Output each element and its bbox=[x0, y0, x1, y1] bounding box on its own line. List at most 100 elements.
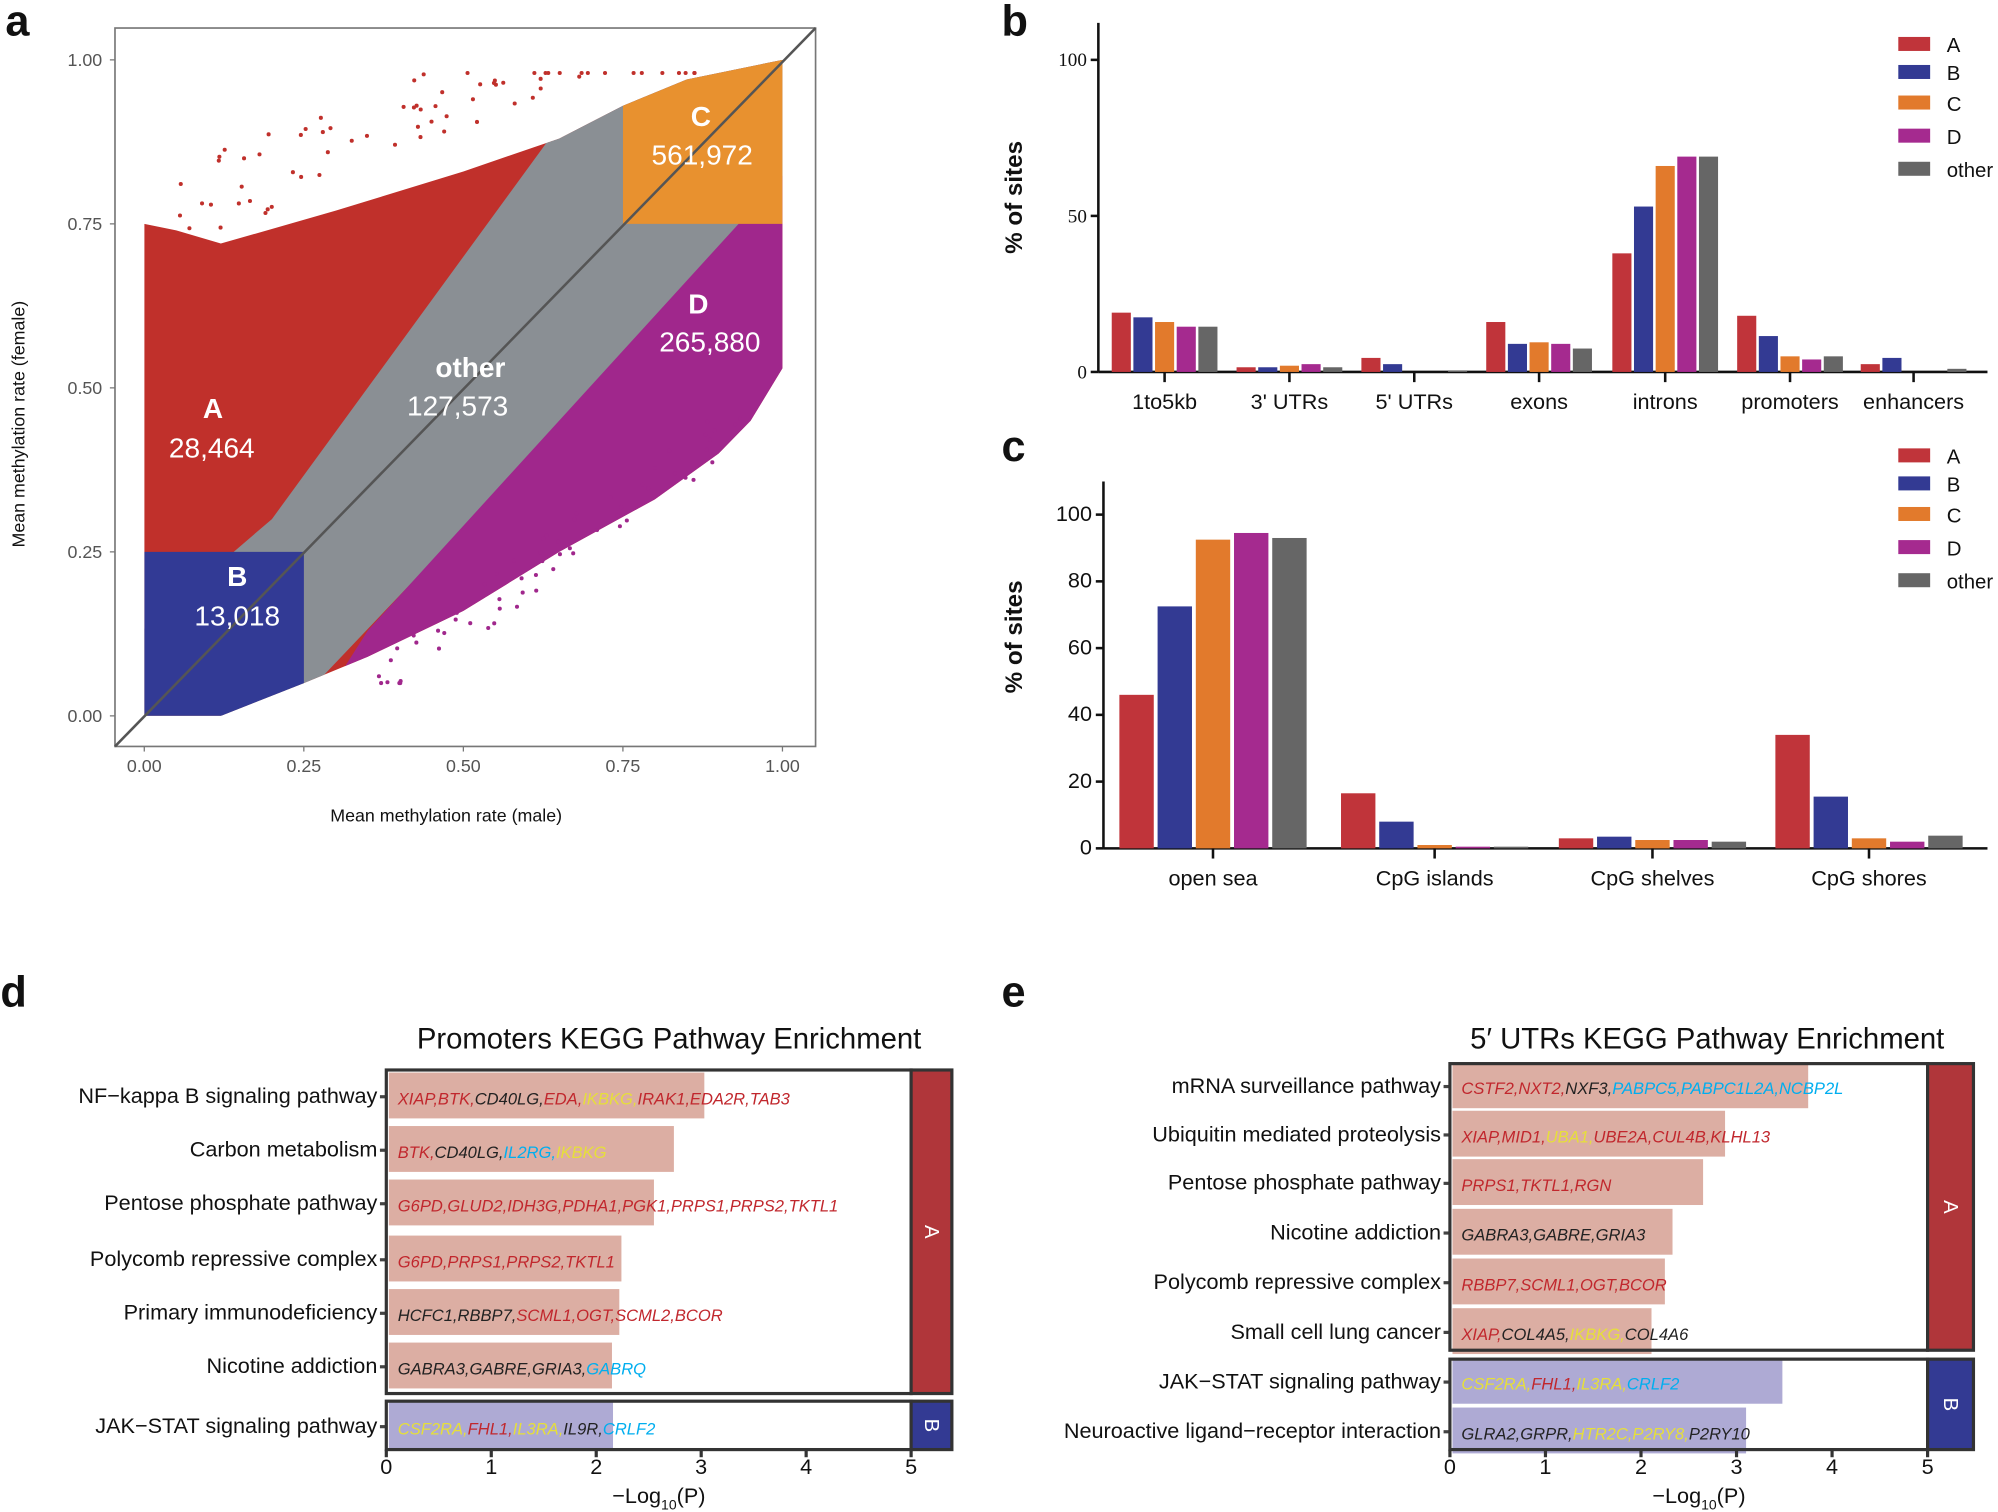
region-other-label: other bbox=[435, 352, 505, 383]
outlier-point bbox=[595, 527, 600, 533]
category-label: CpG shelves bbox=[1591, 865, 1715, 890]
outlier-point bbox=[208, 202, 213, 207]
outlier-point bbox=[492, 78, 497, 83]
gene-name: IL3RA, bbox=[1576, 1375, 1627, 1394]
x-tick-label: 0 bbox=[380, 1454, 392, 1479]
group-strip-B bbox=[1926, 1357, 1976, 1452]
outlier-point bbox=[364, 133, 370, 138]
gene-name: FHL1, bbox=[468, 1419, 513, 1438]
outlier-point bbox=[376, 674, 381, 679]
legend-label: other bbox=[1947, 160, 1994, 182]
legend-swatch-other bbox=[1898, 573, 1931, 588]
outlier-point bbox=[401, 104, 406, 109]
x-tick-label: 3 bbox=[695, 1454, 707, 1479]
enrichment-bar bbox=[1452, 1357, 1783, 1404]
y-axis-label: % of sites bbox=[1001, 580, 1028, 693]
pathway-label: mRNA surveillance pathway bbox=[1172, 1073, 1442, 1098]
outlier-point bbox=[492, 621, 497, 626]
legend-swatch-A bbox=[1898, 36, 1931, 51]
legend-label: A bbox=[1947, 447, 1961, 469]
outlier-point bbox=[577, 74, 582, 79]
bar-other-3 bbox=[1928, 835, 1963, 849]
outlier-point bbox=[551, 567, 556, 572]
bar-A-2 bbox=[1558, 838, 1594, 849]
outlier-point bbox=[557, 70, 562, 76]
enrichment-chart-d: Promoters KEGG Pathway Enrichment NF−kapp… bbox=[78, 1022, 954, 1512]
y-tick-label: 0 bbox=[1080, 835, 1092, 860]
x-tick-label: 0.25 bbox=[286, 756, 321, 776]
y-tick-label: 60 bbox=[1068, 634, 1092, 659]
outlier-point bbox=[585, 70, 590, 76]
category-label: 1to5kb bbox=[1132, 389, 1197, 414]
outlier-point bbox=[486, 625, 491, 631]
legend-label: A bbox=[1947, 35, 1961, 57]
gene-name: HTR2C,P2RY8, bbox=[1573, 1424, 1689, 1443]
enrichment-bar bbox=[388, 1179, 654, 1226]
legend-swatch-D bbox=[1898, 540, 1931, 555]
panel-label-b: b bbox=[1002, 0, 1028, 46]
gene-name: IL2RG, bbox=[504, 1143, 556, 1162]
bar-other-2 bbox=[1711, 841, 1747, 849]
pathway-label: Ubiquitin mediated proteolysis bbox=[1152, 1121, 1441, 1146]
y-tick-label: 0.00 bbox=[68, 706, 103, 726]
bar-B-6 bbox=[1882, 357, 1902, 372]
outlier-point bbox=[541, 536, 546, 541]
outlier-point bbox=[704, 447, 709, 452]
x-axis-label: −Log10(P) bbox=[612, 1483, 705, 1512]
gene-name: IRAK1, bbox=[638, 1089, 690, 1108]
pathway-label: Nicotine addiction bbox=[207, 1353, 378, 1378]
outlier-point bbox=[263, 210, 268, 216]
gene-name: NXF3, bbox=[1565, 1079, 1612, 1098]
outlier-point bbox=[187, 226, 192, 231]
gene-name: TAB3 bbox=[750, 1089, 791, 1108]
outlier-point bbox=[540, 559, 545, 564]
enrichment-bar bbox=[1452, 1159, 1704, 1206]
outlier-point bbox=[242, 156, 247, 161]
gene-list: HCFC1,RBBP7,SCML1,OGT,SCML2,BCOR bbox=[398, 1306, 723, 1325]
gene-list: BTK,CD40LG,IL2RG,IKBKG bbox=[398, 1143, 607, 1162]
legend-label: D bbox=[1947, 127, 1962, 149]
gene-name: G6PD,GLUD2,IDH3G,PDHA1,PGK1,PRPS1,PRPS2,… bbox=[398, 1196, 838, 1215]
gene-name: IKBKG, bbox=[582, 1089, 637, 1108]
gene-name: P2RY10 bbox=[1689, 1424, 1751, 1443]
x-axis-label-sub: 10 bbox=[661, 1496, 677, 1512]
panel-label-d: d bbox=[0, 968, 26, 1016]
gene-name: G6PD,PRPS1,PRPS2,TKTL1 bbox=[398, 1252, 615, 1271]
enrichment-bar bbox=[388, 1126, 674, 1172]
outlier-point bbox=[247, 198, 253, 204]
gene-name: BTK, bbox=[438, 1089, 475, 1108]
outlier-point bbox=[683, 475, 688, 480]
y-tick-label: 1.00 bbox=[68, 50, 103, 70]
bar-other-2 bbox=[1448, 370, 1468, 372]
x-axis-label-main: −Log bbox=[1652, 1483, 1701, 1508]
category-label: 3' UTRs bbox=[1251, 389, 1329, 414]
bar-C-1 bbox=[1417, 845, 1452, 849]
category-label: exons bbox=[1510, 389, 1568, 414]
outlier-point bbox=[442, 129, 447, 134]
outlier-point bbox=[395, 646, 400, 651]
region-c-label: C bbox=[691, 101, 711, 132]
gene-name: IL9R, bbox=[563, 1419, 603, 1438]
bar-D-1 bbox=[1301, 364, 1321, 372]
enrichment-bar bbox=[388, 1289, 620, 1335]
region-a-count: 28,464 bbox=[169, 432, 255, 463]
y-axis-label: % of sites bbox=[1001, 141, 1028, 254]
gene-name: CRLF2 bbox=[1627, 1375, 1679, 1394]
bar-A-5 bbox=[1737, 315, 1757, 372]
gene-name: GLRA2,GRPR, bbox=[1461, 1424, 1572, 1443]
pathway-label: Small cell lung cancer bbox=[1231, 1319, 1442, 1344]
outlier-point bbox=[290, 170, 295, 175]
y-axis-label: Mean methylation rate (female) bbox=[9, 301, 29, 548]
outlier-point bbox=[619, 505, 624, 510]
x-axis-label: −Log10(P) bbox=[1652, 1483, 1745, 1512]
bar-D-0 bbox=[1176, 326, 1196, 372]
outlier-point bbox=[712, 428, 717, 433]
gene-name: GABRQ bbox=[586, 1359, 646, 1378]
gene-list: GABRA3,GABRE,GRIA3 bbox=[1461, 1226, 1646, 1245]
group-strip-B bbox=[909, 1399, 954, 1452]
bar-B-2 bbox=[1383, 364, 1403, 372]
x-tick-label: 5 bbox=[1922, 1454, 1934, 1479]
y-tick-label: 100 bbox=[1058, 50, 1087, 71]
x-tick-label: 0.50 bbox=[446, 756, 481, 776]
x-axis-label-main: −Log bbox=[612, 1483, 661, 1508]
